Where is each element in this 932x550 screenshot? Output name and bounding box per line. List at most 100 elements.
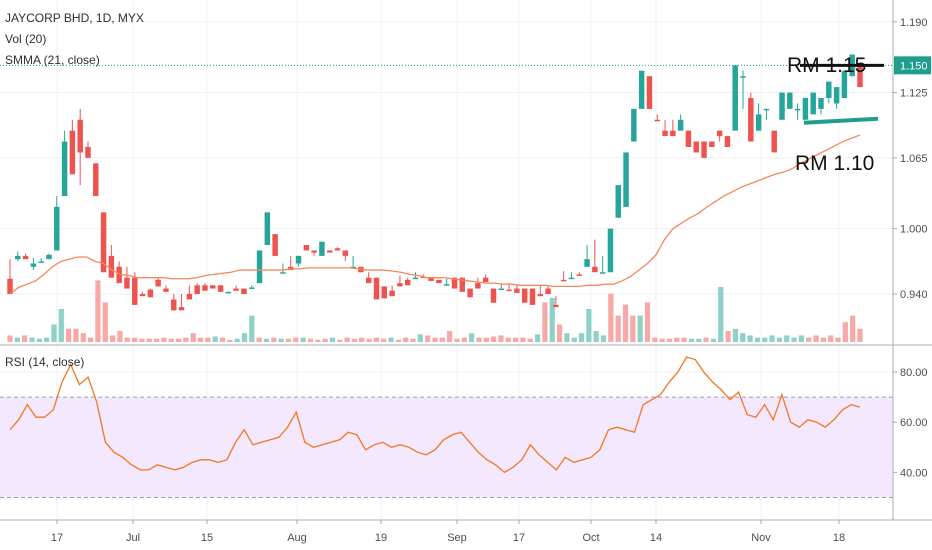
candle-39 xyxy=(311,250,317,256)
candle-30 xyxy=(241,288,247,294)
volume-bar-110 xyxy=(813,335,819,342)
candle-body-6 xyxy=(54,206,60,251)
symbol-label: JAYCORP BHD, 1D, MYX xyxy=(5,11,144,25)
candle-34 xyxy=(272,234,278,256)
candle-body-105 xyxy=(826,81,832,98)
candle-12 xyxy=(100,212,107,273)
volume-bar-71 xyxy=(527,338,533,342)
candle-46 xyxy=(365,272,372,284)
candle-59 xyxy=(467,288,473,298)
candle-body-107 xyxy=(841,70,848,98)
candle-107 xyxy=(841,70,848,98)
rsi-levels xyxy=(0,396,893,498)
volume-bar-75 xyxy=(556,324,563,342)
volume-bar-79 xyxy=(586,309,592,342)
volume-bar-113 xyxy=(835,337,841,342)
candle-40 xyxy=(319,241,325,256)
candle-41 xyxy=(326,250,333,253)
candle-body-34 xyxy=(272,234,278,256)
volume-bar-59 xyxy=(439,337,445,342)
candle-84 xyxy=(662,119,668,137)
time-axis-ticks: 17 Jul 15 Aug 19 Sep 17 Oct 14 Nov 18 xyxy=(51,520,845,544)
volume-bar-55 xyxy=(410,338,416,342)
candle-97 xyxy=(763,108,770,120)
volume-bar-20 xyxy=(153,338,160,342)
candle-body-13 xyxy=(108,255,115,278)
candle-26 xyxy=(210,285,216,289)
volume-bar-109 xyxy=(806,337,812,342)
volume-bar-39 xyxy=(293,337,299,342)
candle-101 xyxy=(794,103,801,120)
candle-body-26 xyxy=(210,285,216,289)
volume-bar-46 xyxy=(344,337,350,342)
volume-bar-3 xyxy=(29,337,35,342)
price-tick-label-1: 1.125 xyxy=(900,88,928,100)
volume-bar-99 xyxy=(732,328,739,342)
candle-86 xyxy=(677,114,684,131)
volume-bar-57 xyxy=(425,335,431,342)
candle-70 xyxy=(553,296,559,308)
candle-18 xyxy=(147,288,154,298)
volume-bar-86 xyxy=(637,315,643,342)
volume-bar-32 xyxy=(241,333,248,342)
time-tick-label-9: Nov xyxy=(751,532,771,544)
volume-bar-38 xyxy=(285,338,292,342)
time-tick-label-10: 18 xyxy=(833,532,845,544)
candle-body-99 xyxy=(779,92,785,120)
candle-25 xyxy=(202,283,208,291)
time-tick-label-5: Sep xyxy=(447,532,467,544)
candle-71 xyxy=(560,271,567,282)
volume-bar-56 xyxy=(417,334,423,342)
candle-body-76 xyxy=(599,272,606,274)
candle-15 xyxy=(124,266,130,289)
candle-body-103 xyxy=(810,92,816,115)
volume-bar-64 xyxy=(476,337,482,342)
candle-body-40 xyxy=(319,241,325,256)
volume-bar-13 xyxy=(102,302,108,342)
candle-body-100 xyxy=(787,92,793,109)
candle-103 xyxy=(810,92,816,115)
candle-body-109 xyxy=(857,65,863,88)
volume-bar-94 xyxy=(696,338,702,342)
candle-7 xyxy=(61,130,68,196)
candle-35 xyxy=(280,263,286,274)
volume-bar-16 xyxy=(124,337,130,342)
candle-body-64 xyxy=(506,289,512,292)
candle-body-50 xyxy=(397,283,403,287)
volume-bar-9 xyxy=(73,328,79,342)
volume-bar-67 xyxy=(498,335,504,342)
candle-body-20 xyxy=(163,288,169,292)
candle-body-47 xyxy=(373,277,380,300)
candle-body-65 xyxy=(514,288,520,293)
candle-60 xyxy=(475,277,481,289)
candle-67 xyxy=(529,288,536,305)
candle-body-98 xyxy=(771,130,777,153)
candle-body-31 xyxy=(249,287,255,289)
volume-bar-65 xyxy=(483,337,489,342)
candle-body-81 xyxy=(638,70,645,109)
candle-13 xyxy=(108,245,115,278)
volume-bar-84 xyxy=(622,304,629,342)
candle-body-12 xyxy=(100,212,107,273)
axes xyxy=(0,0,932,521)
candle-77 xyxy=(607,228,614,273)
price-tick-label-2: 1.065 xyxy=(900,153,928,165)
volume-bar-34 xyxy=(256,337,262,342)
candle-body-57 xyxy=(451,277,458,289)
candle-body-27 xyxy=(217,285,224,292)
candle-6 xyxy=(54,196,60,251)
volume-bar-22 xyxy=(168,338,174,342)
volume-bar-105 xyxy=(776,337,783,342)
candle-88 xyxy=(693,141,699,153)
candle-48 xyxy=(381,286,388,299)
candle-94 xyxy=(740,70,746,109)
candle-22 xyxy=(178,294,185,311)
volume-bar-78 xyxy=(578,333,585,342)
candle-body-28 xyxy=(225,291,232,294)
candle-body-78 xyxy=(615,185,621,218)
candle-24 xyxy=(194,283,200,294)
candle-79 xyxy=(623,152,629,207)
volume-bar-8 xyxy=(66,328,72,342)
candle-body-75 xyxy=(592,266,598,273)
